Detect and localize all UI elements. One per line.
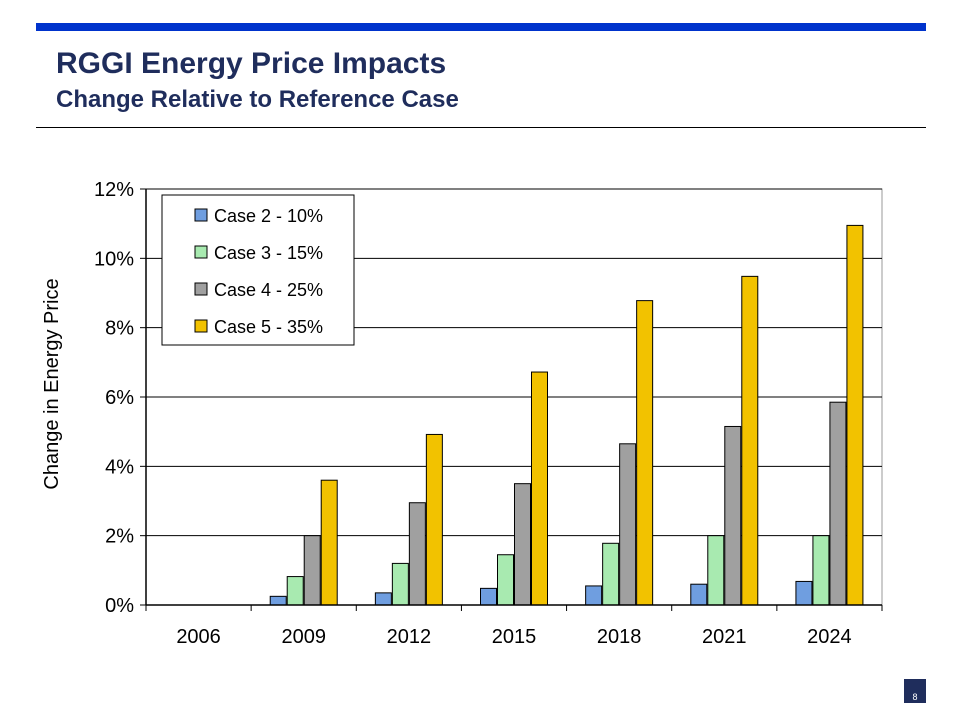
x-tick-labels: 2006 2009 2012 2015 2018 2021 2024 (176, 626, 851, 648)
y-tick-label: 12% (94, 179, 134, 201)
bar (741, 275, 759, 606)
legend-swatch (194, 245, 208, 259)
bar (812, 535, 830, 606)
bar (795, 580, 813, 606)
legend-label: Case 3 - 15% (214, 243, 323, 263)
bar (690, 583, 708, 606)
legend-label: Case 4 - 25% (214, 280, 323, 300)
bar (707, 535, 725, 606)
legend: Case 2 - 10% Case 3 - 15% Case 4 - 25% Case… (161, 194, 355, 346)
x-tick-label: 2009 (281, 626, 326, 648)
page-number-box: 8 (904, 679, 926, 703)
page-number: 8 (912, 692, 918, 702)
page-subtitle: Change Relative to Reference Case (56, 86, 459, 113)
legend-label: Case 5 - 35% (214, 317, 323, 337)
y-tick-labels: 0% 2% 4% 6% 8% 10% 12% (94, 179, 134, 617)
bar (619, 443, 637, 606)
bar (602, 542, 620, 606)
bar (497, 554, 514, 606)
bar (320, 479, 338, 606)
bar (829, 401, 847, 606)
y-tick-label: 0% (105, 595, 134, 617)
bar (425, 433, 443, 606)
axes (140, 188, 883, 611)
bar (408, 502, 426, 606)
bar (846, 224, 864, 606)
y-tick-label: 2% (105, 526, 134, 548)
legend-swatch (194, 319, 208, 333)
y-tick-label: 4% (105, 456, 134, 478)
top-accent-bar (36, 23, 926, 31)
legend-swatch (194, 208, 208, 222)
bar (374, 592, 392, 606)
legend-swatch (194, 282, 208, 296)
x-tick-label: 2024 (807, 626, 852, 648)
bars (269, 224, 864, 606)
y-tick-label: 10% (94, 248, 134, 270)
bar (724, 425, 742, 606)
bar (391, 562, 409, 606)
y-tick-label: 8% (105, 318, 134, 340)
y-axis-label: Change in Energy Price (41, 278, 63, 489)
bar (286, 576, 304, 606)
x-tick-label: 2015 (492, 626, 537, 648)
bar (636, 300, 654, 606)
bar (480, 587, 497, 606)
x-tick-label: 2018 (597, 626, 642, 648)
bar (531, 371, 548, 606)
x-tick-label: 2012 (387, 626, 432, 648)
x-tick-label: 2006 (176, 626, 221, 648)
title-divider (36, 127, 926, 128)
y-tick-label: 6% (105, 387, 134, 409)
page-title: RGGI Energy Price Impacts (56, 47, 447, 80)
x-tick-label: 2021 (702, 626, 747, 648)
bar (269, 595, 287, 606)
bar (303, 535, 321, 606)
legend-box (161, 194, 355, 346)
bar (585, 585, 603, 606)
bar (514, 483, 531, 606)
legend-label: Case 2 - 10% (214, 206, 323, 226)
